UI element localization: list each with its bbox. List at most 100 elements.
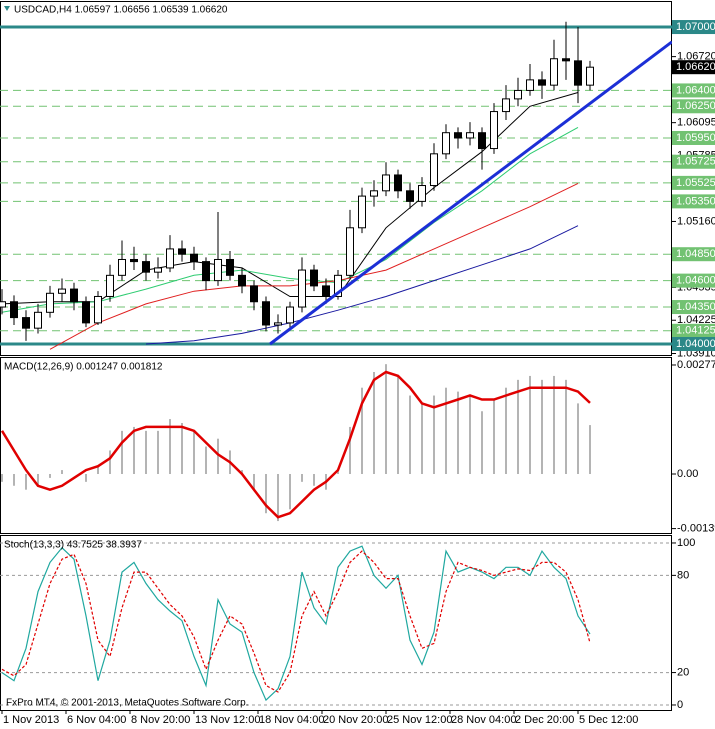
macd-bar	[145, 430, 147, 474]
macd-bar	[193, 430, 195, 474]
candle-body	[94, 295, 102, 324]
macd-bar	[421, 403, 423, 474]
candle-body	[70, 288, 78, 303]
macd-bar	[49, 473, 51, 478]
symbol-icon	[4, 6, 10, 11]
level-label: 1.05350	[676, 195, 715, 207]
macd-bar	[553, 375, 555, 474]
candle-body	[274, 322, 282, 326]
candle-body	[190, 253, 198, 263]
y-tick-label: 1.06720	[677, 51, 715, 63]
candle-body	[310, 269, 318, 287]
macd-bar	[505, 387, 507, 474]
macd-bar	[169, 419, 171, 474]
macd-bar	[529, 375, 531, 474]
candle-body	[262, 301, 270, 326]
macd-bar	[25, 473, 27, 490]
level-label: 1.04350	[676, 301, 715, 313]
candle-body	[418, 185, 426, 202]
plot-area	[0, 364, 591, 522]
macd-bar	[565, 379, 567, 474]
macd-bar	[13, 473, 15, 486]
candle-body	[298, 269, 306, 308]
macd-bar	[85, 473, 87, 482]
level-label: 1.04600	[676, 275, 715, 287]
macd-bar	[481, 411, 483, 474]
last-price-box	[672, 60, 715, 75]
candle-body	[46, 292, 54, 313]
candle-body	[322, 285, 330, 297]
x-tick-label: 28 Nov 04:00	[451, 714, 516, 726]
candle-body	[166, 248, 174, 269]
candle-body	[394, 174, 402, 192]
candle-body	[82, 301, 90, 324]
x-tick-label: 20 Nov 20:00	[323, 714, 388, 726]
macd-bar	[433, 395, 435, 474]
x-tick-label: 13 Nov 12:00	[195, 714, 260, 726]
candle-body	[382, 174, 390, 192]
level-label: 1.06250	[676, 100, 715, 112]
macd-bar	[121, 430, 123, 474]
macd-bar	[265, 473, 267, 514]
panel-title: Stoch(13,3,3) 43.7525 38.3937	[4, 540, 142, 551]
price-panel-frame	[0, 1, 672, 356]
candle-body	[178, 248, 186, 255]
y-tick-label: 0.00	[677, 468, 698, 480]
candle-body	[526, 79, 534, 91]
candle-body	[406, 190, 414, 202]
candle-body	[58, 288, 66, 294]
macd-bar	[181, 423, 183, 474]
candle-body	[514, 89, 522, 100]
plot-area	[0, 21, 672, 350]
candle-body	[106, 274, 114, 297]
macd-bar	[385, 364, 387, 474]
macd-bar	[217, 438, 219, 474]
macd-signal	[0, 370, 591, 519]
level-label: 1.05725	[676, 156, 715, 168]
macd-bar	[445, 387, 447, 474]
candle-body	[118, 258, 126, 276]
candle-body	[10, 301, 18, 319]
candle-body	[466, 132, 474, 139]
candle-body	[538, 79, 546, 86]
key-level-box	[672, 337, 715, 352]
level-box	[672, 323, 715, 338]
macd-bar	[37, 473, 39, 486]
macd-bar	[241, 470, 243, 474]
macd-bar	[301, 473, 303, 482]
macd-bar	[493, 399, 495, 474]
stoch-signal	[1, 550, 591, 693]
stoch-main	[1, 545, 591, 702]
candle-body	[334, 274, 342, 297]
x-tick-label: 8 Nov 20:00	[131, 714, 190, 726]
level-box	[672, 130, 715, 145]
candle-body	[130, 258, 138, 263]
level-box	[672, 273, 715, 288]
level-box	[672, 99, 715, 114]
candle-body	[586, 66, 594, 86]
candle-body	[238, 274, 246, 287]
macd-bar	[577, 403, 579, 474]
trendline	[269, 40, 672, 346]
y-tick-label: 20	[677, 666, 689, 678]
candle-body	[346, 227, 354, 276]
macd-bar	[133, 426, 135, 474]
annotation: FxPro MT4, © 2001-2013, MetaQuotes Softw…	[6, 698, 248, 709]
y-tick-label: 1.06095	[677, 117, 715, 129]
macd-bar	[361, 387, 363, 474]
macd-bar	[253, 473, 255, 490]
level-label: 1.05525	[676, 177, 715, 189]
macd-bar	[337, 470, 339, 474]
macd-bar	[349, 426, 351, 474]
moving-average	[145, 225, 579, 345]
last-price-label: 1.06620	[676, 61, 715, 73]
y-tick-label: 0	[677, 699, 683, 711]
macd-bar	[469, 395, 471, 474]
macd-bar	[397, 375, 399, 474]
panel-title: MACD(12,26,9) 0.001247 0.001812	[4, 362, 163, 373]
macd-bar	[289, 473, 291, 510]
candle-body	[478, 132, 486, 150]
macd-bar	[589, 425, 591, 474]
candle-body	[0, 301, 6, 308]
